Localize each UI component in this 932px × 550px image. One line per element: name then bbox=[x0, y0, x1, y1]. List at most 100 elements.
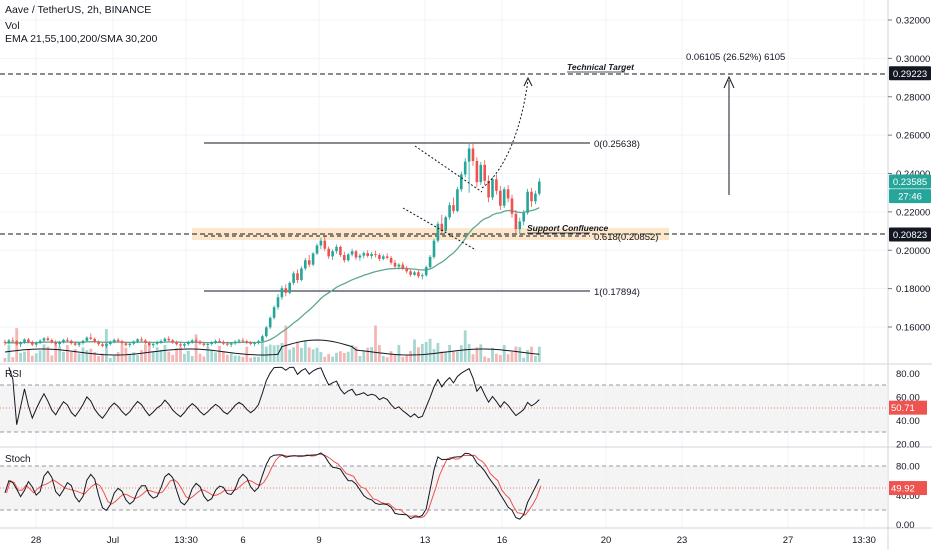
candle-body bbox=[397, 264, 401, 267]
candle-body bbox=[66, 339, 69, 341]
candle-body bbox=[206, 343, 210, 346]
candle-body bbox=[54, 342, 57, 345]
volume-bar bbox=[362, 350, 366, 362]
volume-bar bbox=[467, 344, 471, 362]
candle-body bbox=[233, 341, 237, 344]
stoch-value-badge bbox=[889, 481, 927, 496]
candles bbox=[3, 142, 541, 349]
candle-body bbox=[510, 198, 514, 214]
candle-body bbox=[229, 343, 233, 345]
candle-body bbox=[190, 340, 194, 342]
candle-body bbox=[327, 248, 330, 257]
candle-body bbox=[276, 297, 280, 308]
chart-background bbox=[0, 0, 888, 528]
volume-bar bbox=[175, 348, 178, 362]
volume-bar bbox=[346, 351, 350, 362]
volume-bar bbox=[132, 352, 136, 362]
volume-bar bbox=[514, 346, 518, 362]
candle-body bbox=[218, 341, 221, 343]
candle-body bbox=[467, 148, 471, 162]
candle-body bbox=[526, 191, 529, 213]
candle-body bbox=[7, 340, 11, 343]
volume-bar bbox=[456, 351, 459, 362]
candle-body bbox=[315, 245, 319, 254]
volume-bar bbox=[136, 355, 139, 362]
candle-body bbox=[424, 267, 428, 276]
candle-body bbox=[440, 223, 444, 232]
candle-body bbox=[311, 253, 315, 265]
candle-body bbox=[346, 254, 350, 261]
candle-body bbox=[194, 340, 198, 342]
volume-bar bbox=[116, 352, 120, 362]
candle-body bbox=[226, 343, 229, 345]
measure-arrowhead bbox=[723, 75, 735, 89]
time-axis[interactable]: 28 Jul 13:30 6 9 13 16 20 23 27 13:30 bbox=[31, 535, 876, 546]
candle-body bbox=[89, 337, 93, 339]
volume-bar bbox=[292, 347, 295, 362]
time-tick-label: 9 bbox=[316, 535, 321, 546]
candle-body bbox=[499, 190, 502, 206]
price-badge-text: 0.29223 bbox=[893, 69, 927, 80]
candle-body bbox=[389, 257, 393, 263]
volume-bar bbox=[194, 334, 198, 362]
price-badge bbox=[889, 66, 931, 81]
volume-bar bbox=[50, 355, 54, 362]
rsi-tick-label: 60.00 bbox=[896, 392, 920, 403]
rsi-value-badge bbox=[889, 400, 927, 415]
candle-body bbox=[187, 341, 190, 345]
volume-bar bbox=[81, 347, 85, 362]
price-axis[interactable]: 0.320000.300000.280000.260000.240000.220… bbox=[888, 16, 930, 334]
candle-body bbox=[70, 340, 73, 344]
candle-body bbox=[241, 340, 245, 342]
candle-body bbox=[175, 342, 178, 345]
candle-body bbox=[73, 343, 77, 345]
candle-body bbox=[77, 343, 81, 345]
volume-ma bbox=[4, 339, 540, 356]
candle-body bbox=[436, 223, 440, 241]
volume-bar bbox=[272, 345, 276, 362]
candle-body bbox=[382, 256, 385, 259]
volume-bar bbox=[249, 357, 253, 362]
volume-bar bbox=[526, 350, 529, 362]
fib-618-label: 0.618(0.20852) bbox=[594, 232, 658, 243]
candle-body bbox=[85, 337, 89, 341]
volume-bar bbox=[264, 346, 268, 362]
rsi-line bbox=[8, 366, 540, 425]
volume-bar bbox=[495, 353, 498, 362]
price-badges: 50.71 49.92 0.29223 0.23585 27:46 0.20823 bbox=[889, 66, 931, 496]
volume-bar bbox=[479, 344, 483, 362]
volume-bar bbox=[401, 356, 405, 362]
candle-body bbox=[296, 273, 299, 280]
technical-target-label: Technical Target bbox=[567, 62, 635, 72]
candle-body bbox=[11, 340, 15, 342]
volume-bar bbox=[530, 346, 533, 362]
volume-bar bbox=[7, 345, 11, 362]
volume-bar bbox=[54, 344, 58, 362]
volume-bar bbox=[409, 351, 412, 362]
volume-bar bbox=[128, 354, 132, 362]
candle-body bbox=[421, 275, 424, 277]
volume-bar bbox=[463, 330, 467, 362]
volume-bar bbox=[19, 352, 22, 362]
volume-bar bbox=[452, 351, 455, 362]
candle-body bbox=[237, 340, 241, 342]
candle-body bbox=[272, 307, 276, 318]
candle-body bbox=[265, 327, 268, 337]
stoch-axis: 80.00 40.00 0.00 bbox=[896, 462, 920, 532]
time-tick-label: 13 bbox=[420, 535, 431, 546]
symbol-title: Aave / TetherUS, 2h, BINANCE bbox=[5, 4, 151, 16]
vol-indicator-label: Vol bbox=[5, 20, 20, 32]
volume-bar bbox=[206, 346, 210, 362]
volume-bar bbox=[214, 352, 217, 362]
candle-body bbox=[42, 338, 46, 341]
volume-bar bbox=[77, 353, 81, 362]
volume-bar bbox=[319, 351, 323, 362]
candle-body bbox=[405, 268, 408, 272]
volume-bar bbox=[448, 345, 451, 362]
volume-bar bbox=[315, 347, 319, 362]
volume-bar bbox=[311, 349, 315, 362]
volume-bar bbox=[432, 349, 436, 362]
volume-bar bbox=[424, 341, 428, 362]
candle-body bbox=[452, 205, 455, 211]
